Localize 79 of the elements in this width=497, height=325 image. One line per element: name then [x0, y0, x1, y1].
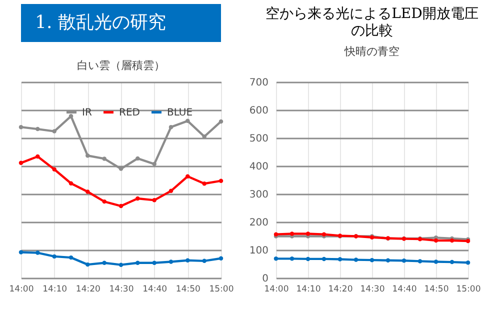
- point: [68, 255, 74, 260]
- point: [434, 260, 438, 264]
- x-tick-label: 14:10: [42, 284, 68, 294]
- point: [354, 258, 358, 262]
- y-tick-label: 400: [249, 162, 268, 172]
- x-tick-label: 14:00: [264, 284, 289, 294]
- point: [370, 258, 374, 262]
- point: [402, 258, 406, 263]
- point: [218, 256, 224, 261]
- point: [52, 254, 56, 259]
- x-tick-label: 14:10: [296, 284, 321, 294]
- point: [168, 188, 174, 194]
- point: [338, 257, 342, 262]
- point: [186, 118, 190, 124]
- point: [202, 182, 206, 186]
- point: [290, 232, 294, 236]
- x-tick-label: 14:30: [360, 284, 385, 294]
- point: [186, 174, 190, 178]
- point: [102, 156, 106, 161]
- point: [306, 256, 310, 262]
- x-tick-label: 14:40: [142, 284, 168, 294]
- point: [274, 256, 278, 261]
- point: [386, 258, 390, 262]
- x-tick-label: 14:20: [76, 284, 100, 294]
- x-tick-label: 15:00: [456, 284, 481, 294]
- point: [202, 258, 206, 264]
- point: [136, 156, 140, 161]
- point: [136, 196, 140, 201]
- point: [68, 181, 74, 186]
- y-tick-label: 300: [249, 190, 268, 200]
- y-tick-label: 100: [249, 246, 268, 256]
- point: [118, 262, 124, 267]
- y-tick-label: 600: [249, 106, 268, 116]
- point: [152, 162, 156, 166]
- point: [86, 190, 90, 194]
- y-tick-label: 0: [262, 274, 268, 284]
- x-tick-label: 14:00: [9, 284, 34, 294]
- point: [102, 260, 106, 265]
- point: [306, 232, 310, 236]
- point: [36, 154, 40, 159]
- point: [168, 124, 174, 130]
- point: [450, 260, 454, 264]
- point: [136, 260, 140, 265]
- x-tick-label: 14:40: [392, 284, 417, 294]
- point: [290, 256, 294, 261]
- point: [36, 250, 40, 255]
- point: [466, 260, 470, 265]
- chart-title: 空から来る光によるLED開放電圧の比較: [266, 6, 478, 39]
- point: [86, 154, 90, 158]
- y-tick-label: 200: [249, 218, 268, 228]
- x-tick-label: 14:20: [328, 284, 353, 294]
- point: [102, 199, 106, 204]
- point: [152, 260, 156, 265]
- point: [186, 258, 190, 262]
- y-tick-label: 700: [249, 78, 268, 88]
- x-tick-label: 14:50: [424, 284, 449, 294]
- text: 1. 散乱光の研究: [35, 12, 166, 33]
- point: [168, 260, 174, 264]
- point: [434, 238, 438, 243]
- x-tick-label: 15:00: [209, 284, 234, 294]
- point: [218, 119, 224, 124]
- point: [36, 126, 40, 132]
- point: [18, 124, 24, 130]
- point: [18, 250, 24, 254]
- point: [86, 262, 90, 267]
- point: [118, 166, 124, 171]
- point: [52, 129, 56, 134]
- point: [418, 259, 422, 264]
- chart-subtitle: 快晴の青空: [344, 45, 400, 58]
- x-tick-label: 14:30: [109, 284, 134, 294]
- point: [152, 198, 156, 202]
- point: [52, 167, 56, 172]
- point: [18, 160, 24, 166]
- y-tick-label: 500: [249, 134, 268, 144]
- chart-title: 白い雲（層積雲）: [77, 59, 165, 72]
- x-tick-label: 14:50: [176, 284, 200, 294]
- point: [322, 256, 326, 262]
- point: [118, 204, 124, 208]
- point: [218, 178, 224, 183]
